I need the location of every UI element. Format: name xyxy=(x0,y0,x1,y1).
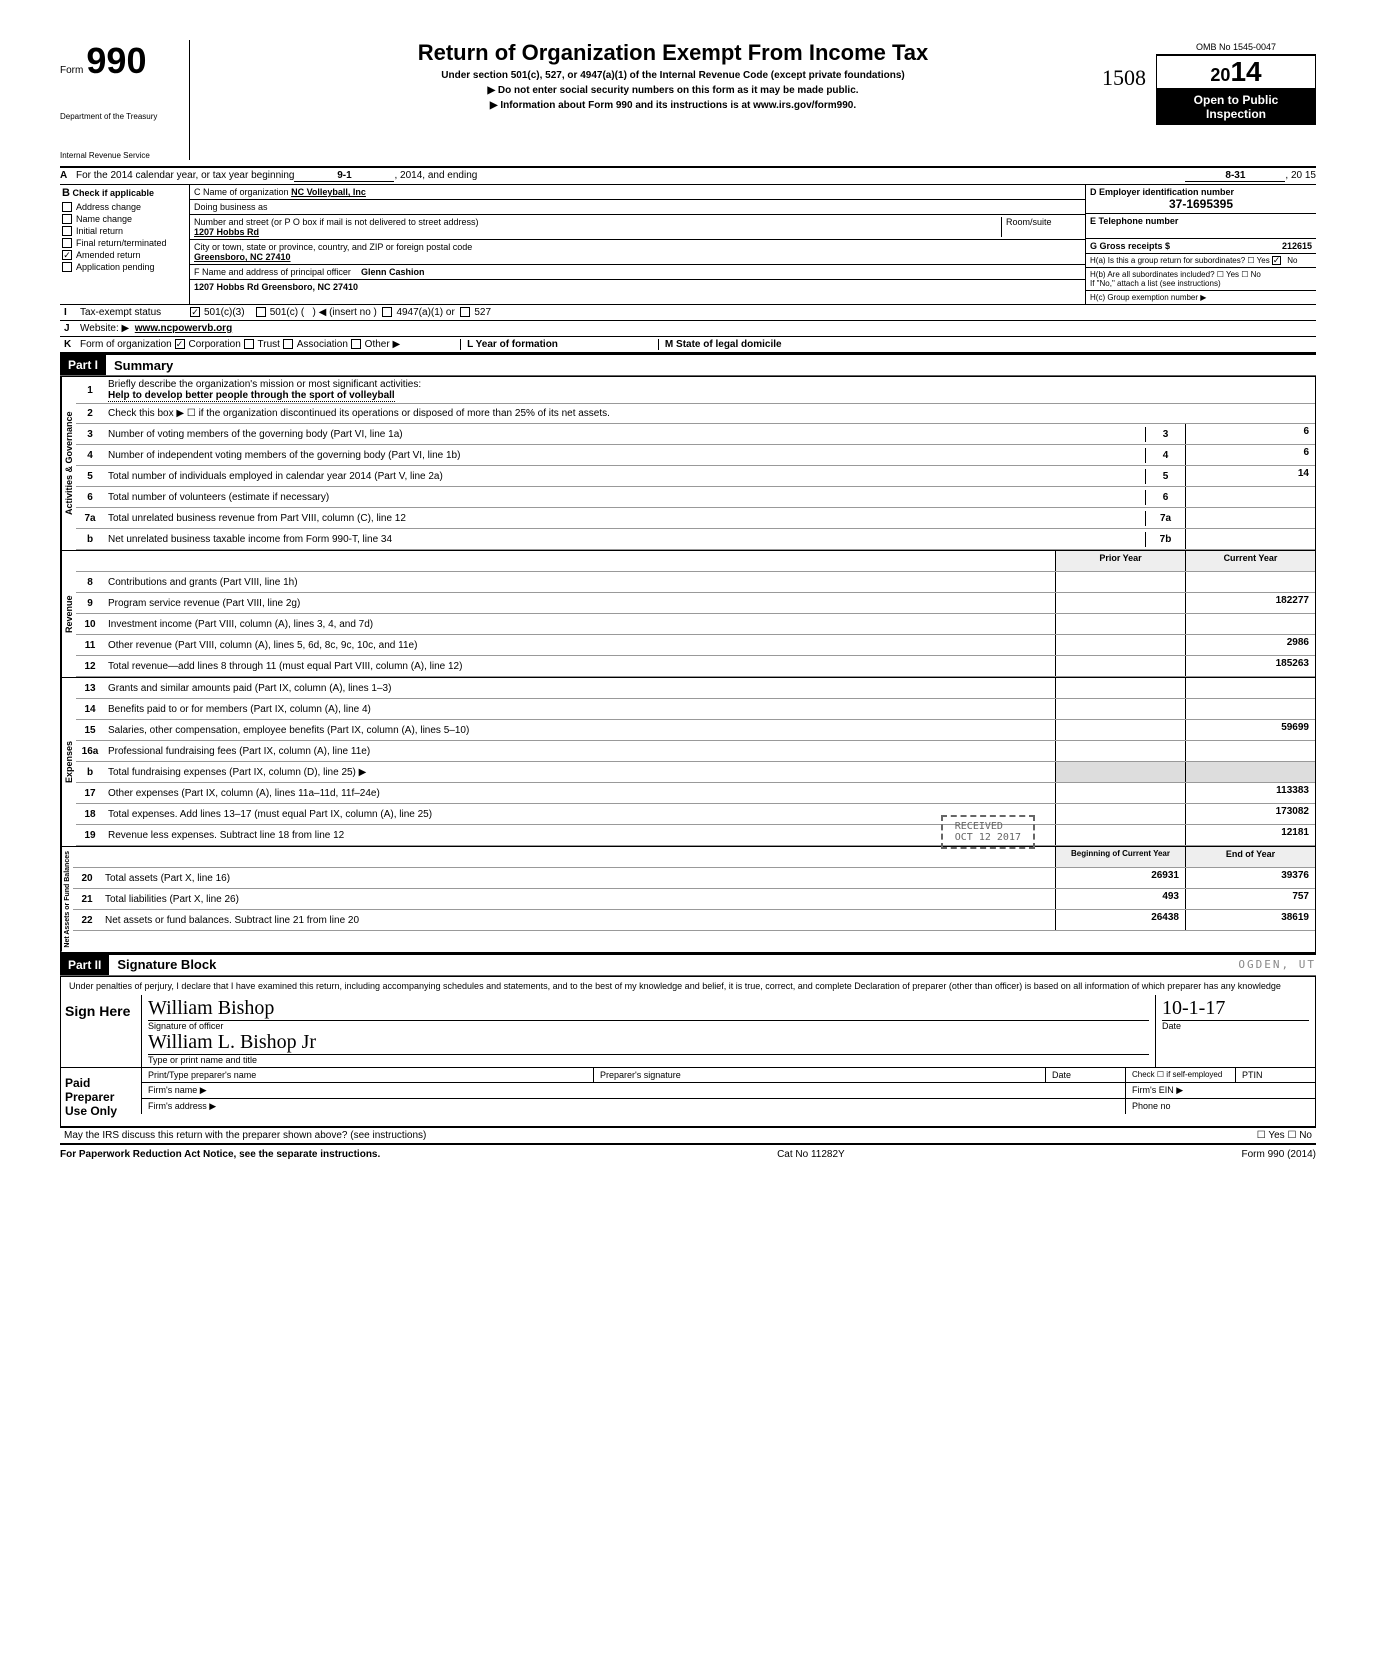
line-a: A For the 2014 calendar year, or tax yea… xyxy=(60,168,1316,185)
form-title: Return of Organization Exempt From Incom… xyxy=(200,40,1146,66)
form-subtitle-1: Under section 501(c), 527, or 4947(a)(1)… xyxy=(200,70,1146,81)
part-1-header: Part I xyxy=(60,355,106,375)
form-header: Form 990 Department of the Treasury Inte… xyxy=(60,40,1316,168)
dept-treasury: Department of the Treasury xyxy=(60,112,183,121)
paid-preparer-label: Paid Preparer Use Only xyxy=(61,1068,141,1126)
officer-name-script: William L. Bishop Jr xyxy=(148,1031,1149,1054)
checkbox-corporation[interactable]: ✓ xyxy=(175,339,185,349)
form-label: Form xyxy=(60,65,83,76)
received-stamp: RECEIVED OCT 12 2017 xyxy=(941,815,1035,849)
gross-receipts: 212615 xyxy=(1282,241,1312,251)
tax-year: 20201414 xyxy=(1156,55,1316,89)
ein: 37-1695395 xyxy=(1090,197,1312,211)
section-expenses: Expenses xyxy=(61,678,76,846)
form-subtitle-3: ▶ Information about Form 990 and its ins… xyxy=(200,100,1146,111)
part-2-header: Part II xyxy=(60,955,109,975)
form-number: 990 xyxy=(86,40,146,81)
line-k: K Form of organization ✓ Corporation Tru… xyxy=(60,337,1316,353)
checkbox-501c3[interactable]: ✓ xyxy=(190,307,200,317)
officer-signature: William Bishop xyxy=(148,997,1149,1020)
omb-number: OMB No 1545-0047 xyxy=(1156,40,1316,55)
section-governance: Activities & Governance xyxy=(61,377,76,550)
ogden-stamp: OGDEN, UT xyxy=(1238,958,1316,971)
box-b: B Check if applicable Address change Nam… xyxy=(60,185,190,304)
section-revenue: Revenue xyxy=(61,551,76,677)
city-state-zip: Greensboro, NC 27410 xyxy=(194,252,291,262)
line-j: J Website: ▶ www.ncpowervb.org xyxy=(60,321,1316,337)
part-1-title: Summary xyxy=(106,358,173,373)
summary-table: Activities & Governance 1 Briefly descri… xyxy=(60,376,1316,953)
signature-date: 10-1-17 xyxy=(1162,997,1309,1020)
principal-officer: Glenn Cashion xyxy=(361,267,425,277)
handwritten-annotation: 1508 xyxy=(1102,65,1146,91)
line-i: I Tax-exempt status ✓ 501(c)(3) 501(c) (… xyxy=(60,305,1316,321)
identity-block: B Check if applicable Address change Nam… xyxy=(60,185,1316,305)
website: www.ncpowervb.org xyxy=(135,323,232,334)
mission-statement: Help to develop better people through th… xyxy=(108,390,395,402)
box-d: D Employer identification number37-16953… xyxy=(1086,185,1316,304)
org-name: NC Volleyball, Inc xyxy=(291,187,366,197)
page-footer: For Paperwork Reduction Act Notice, see … xyxy=(60,1145,1316,1160)
street-address: 1207 Hobbs Rd xyxy=(194,227,259,237)
sign-here-label: Sign Here xyxy=(61,995,141,1067)
discuss-row: May the IRS discuss this return with the… xyxy=(60,1128,1316,1145)
part-2-title: Signature Block xyxy=(109,957,216,972)
checkbox-amended[interactable]: ✓ xyxy=(62,250,72,260)
box-c: C Name of organization NC Volleyball, In… xyxy=(190,185,1086,304)
open-public: Open to Public Inspection xyxy=(1156,89,1316,125)
section-net-assets: Net Assets or Fund Balances xyxy=(61,847,73,952)
perjury-statement: Under penalties of perjury, I declare th… xyxy=(61,977,1315,995)
form-subtitle-2: ▶ Do not enter social security numbers o… xyxy=(200,85,1146,96)
dept-irs: Internal Revenue Service xyxy=(60,151,183,160)
signature-block: Under penalties of perjury, I declare th… xyxy=(60,976,1316,1128)
